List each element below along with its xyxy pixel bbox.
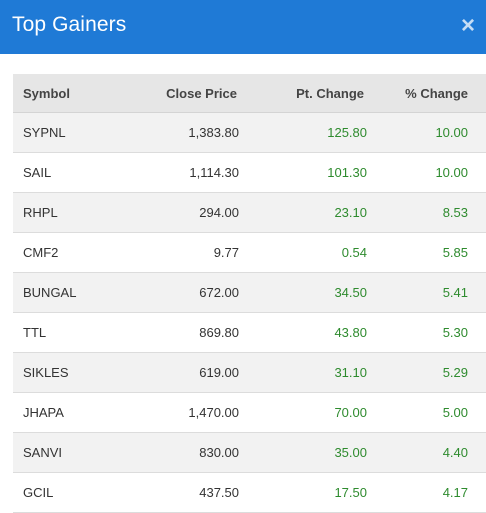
cell-pt-change: 70.00: [239, 392, 367, 433]
cell-symbol: SAIL: [13, 152, 123, 193]
cell-pct-change: 4.17: [367, 472, 486, 513]
column-header-pct-change[interactable]: % Change: [367, 74, 486, 113]
table-row[interactable]: SAIL 1,114.30 101.30 10.00: [13, 152, 486, 193]
table-row[interactable]: SANVI 830.00 35.00 4.40: [13, 432, 486, 473]
cell-pt-change: 35.00: [239, 432, 367, 473]
cell-pct-change: 5.41: [367, 272, 486, 313]
cell-close-price: 830.00: [123, 432, 239, 473]
cell-pct-change: 4.40: [367, 432, 486, 473]
cell-symbol: SYPNL: [13, 112, 123, 153]
table-row[interactable]: TTL 869.80 43.80 5.30: [13, 312, 486, 353]
cell-close-price: 672.00: [123, 272, 239, 313]
cell-close-price: 1,470.00: [123, 392, 239, 433]
cell-symbol: CMF2: [13, 232, 123, 273]
cell-pct-change: 10.00: [367, 152, 486, 193]
cell-pt-change: 23.10: [239, 192, 367, 233]
cell-pct-change: 10.00: [367, 112, 486, 153]
table-row[interactable]: CMF2 9.77 0.54 5.85: [13, 232, 486, 273]
dialog-header: Top Gainers ×: [0, 0, 486, 54]
table-row[interactable]: JHAPA 1,470.00 70.00 5.00: [13, 392, 486, 433]
cell-close-price: 1,383.80: [123, 112, 239, 153]
cell-pct-change: 5.85: [367, 232, 486, 273]
table-row[interactable]: GCIL 437.50 17.50 4.17: [13, 472, 486, 513]
column-header-close-price[interactable]: Close Price: [123, 74, 239, 113]
table-row[interactable]: RHPL 294.00 23.10 8.53: [13, 192, 486, 233]
cell-pct-change: 5.00: [367, 392, 486, 433]
close-icon[interactable]: ×: [460, 12, 475, 39]
table-row[interactable]: BUNGAL 672.00 34.50 5.41: [13, 272, 486, 313]
cell-pct-change: 5.29: [367, 352, 486, 393]
cell-pct-change: 5.30: [367, 312, 486, 353]
cell-symbol: SANVI: [13, 432, 123, 473]
cell-pt-change: 34.50: [239, 272, 367, 313]
cell-close-price: 437.50: [123, 472, 239, 513]
column-header-symbol[interactable]: Symbol: [13, 74, 123, 113]
column-header-pt-change[interactable]: Pt. Change: [239, 74, 367, 113]
cell-symbol: GCIL: [13, 472, 123, 513]
cell-close-price: 9.77: [123, 232, 239, 273]
cell-symbol: JHAPA: [13, 392, 123, 433]
cell-close-price: 869.80: [123, 312, 239, 353]
cell-symbol: TTL: [13, 312, 123, 353]
table-row[interactable]: SIKLES 619.00 31.10 5.29: [13, 352, 486, 393]
cell-close-price: 619.00: [123, 352, 239, 393]
cell-close-price: 294.00: [123, 192, 239, 233]
cell-close-price: 1,114.30: [123, 152, 239, 193]
cell-symbol: RHPL: [13, 192, 123, 233]
cell-symbol: BUNGAL: [13, 272, 123, 313]
table-row[interactable]: SYPNL 1,383.80 125.80 10.00: [13, 112, 486, 153]
cell-pct-change: 8.53: [367, 192, 486, 233]
dialog-title: Top Gainers: [12, 13, 127, 36]
table-header-row: Symbol Close Price Pt. Change % Change: [13, 74, 486, 113]
cell-pt-change: 125.80: [239, 112, 367, 153]
top-gainers-table-container: Symbol Close Price Pt. Change % Change S…: [13, 74, 486, 513]
cell-pt-change: 31.10: [239, 352, 367, 393]
cell-pt-change: 17.50: [239, 472, 367, 513]
top-gainers-table: Symbol Close Price Pt. Change % Change S…: [13, 74, 486, 513]
cell-pt-change: 0.54: [239, 232, 367, 273]
cell-pt-change: 43.80: [239, 312, 367, 353]
cell-symbol: SIKLES: [13, 352, 123, 393]
cell-pt-change: 101.30: [239, 152, 367, 193]
